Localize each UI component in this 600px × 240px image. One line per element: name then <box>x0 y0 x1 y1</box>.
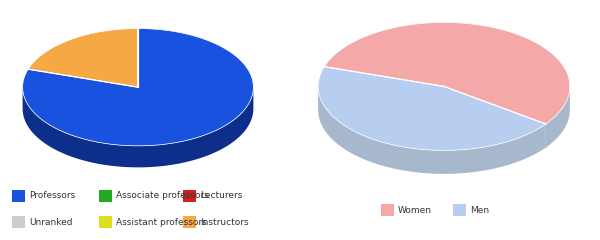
Text: Women: Women <box>398 206 432 215</box>
Polygon shape <box>324 22 570 124</box>
Text: Associate professors: Associate professors <box>116 191 209 200</box>
Text: Assistant professors: Assistant professors <box>116 218 206 227</box>
Text: Unranked: Unranked <box>29 218 73 227</box>
Text: Professors: Professors <box>29 191 75 200</box>
Polygon shape <box>23 29 253 146</box>
Polygon shape <box>28 29 138 87</box>
Polygon shape <box>546 87 570 148</box>
Text: Instructors: Instructors <box>200 218 248 227</box>
Polygon shape <box>318 67 546 150</box>
Text: Lecturers: Lecturers <box>200 191 242 200</box>
Polygon shape <box>23 88 253 167</box>
Polygon shape <box>318 87 546 174</box>
Text: Men: Men <box>470 206 489 215</box>
